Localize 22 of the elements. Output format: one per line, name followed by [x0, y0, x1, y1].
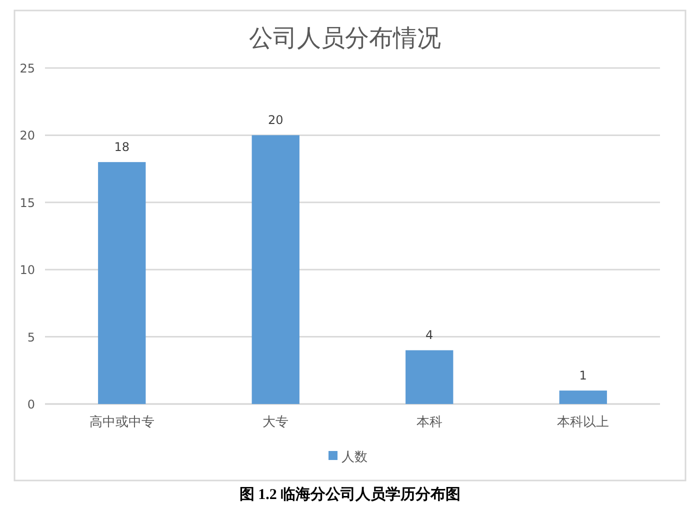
y-tick-label: 25: [20, 62, 35, 76]
x-tick-label: 本科: [416, 415, 442, 430]
data-label: 4: [426, 328, 434, 342]
bar: [559, 390, 607, 404]
x-tick-label: 高中或中专: [89, 414, 154, 430]
bar: [252, 135, 300, 404]
bar: [98, 162, 146, 404]
bar: [406, 350, 454, 404]
data-label: 1: [579, 368, 587, 383]
legend-label: 人数: [342, 450, 368, 465]
chart-title: 公司人员分布情况: [249, 24, 441, 52]
caption: 图 1.2 临海分公司人员学历分布图: [239, 486, 461, 503]
data-label: 20: [268, 113, 284, 128]
x-tick-label: 本科以上: [557, 415, 610, 430]
data-label: 18: [114, 140, 130, 154]
y-tick-label: 0: [27, 398, 35, 412]
y-tick-label: 10: [20, 263, 35, 278]
legend: 人数: [328, 450, 368, 465]
y-tick-label: 15: [20, 196, 35, 210]
x-tick-label: 大专: [262, 415, 289, 430]
y-tick-label: 5: [27, 330, 35, 344]
y-tick-label: 20: [20, 128, 35, 143]
